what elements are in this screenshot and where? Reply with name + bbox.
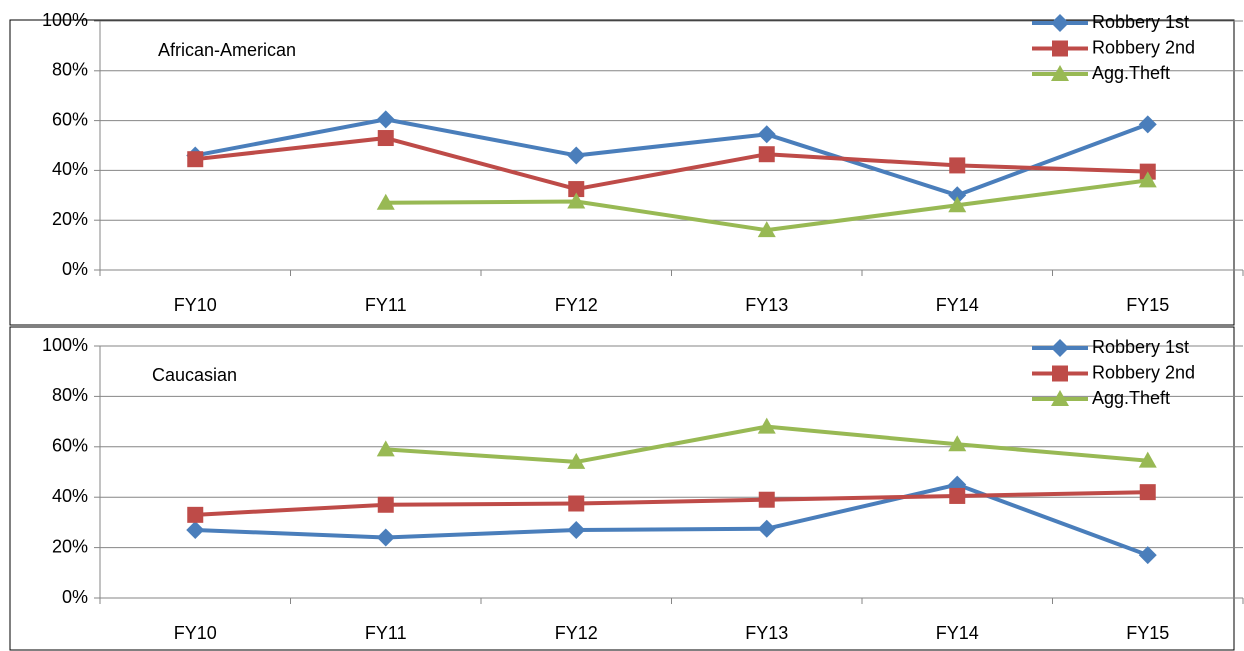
marker bbox=[949, 487, 966, 504]
x-tick-label: FY10 bbox=[174, 295, 217, 315]
legend-label: Robbery 1st bbox=[1092, 337, 1189, 357]
x-tick-label: FY15 bbox=[1126, 623, 1169, 643]
marker bbox=[1052, 365, 1068, 382]
legend-label: Robbery 2nd bbox=[1092, 362, 1195, 382]
marker bbox=[567, 192, 586, 209]
legend-label: Agg.Theft bbox=[1092, 63, 1170, 83]
marker bbox=[567, 146, 586, 165]
marker bbox=[757, 125, 776, 144]
marker bbox=[948, 186, 967, 205]
marker bbox=[567, 520, 586, 539]
marker bbox=[568, 181, 585, 198]
legend-label: Agg.Theft bbox=[1092, 388, 1170, 408]
legend-label: Robbery 1st bbox=[1092, 12, 1189, 32]
y-tick-label: 60% bbox=[52, 109, 88, 129]
marker bbox=[186, 520, 205, 539]
marker bbox=[1138, 451, 1157, 468]
marker bbox=[757, 417, 776, 434]
marker bbox=[568, 495, 585, 512]
marker bbox=[948, 435, 967, 452]
x-tick-label: FY10 bbox=[174, 623, 217, 643]
marker bbox=[1051, 14, 1069, 32]
annotation: Caucasian bbox=[152, 365, 237, 385]
x-tick-label: FY12 bbox=[555, 623, 598, 643]
y-tick-label: 80% bbox=[52, 60, 88, 80]
series-line bbox=[195, 490, 1148, 517]
x-tick-label: FY14 bbox=[936, 623, 979, 643]
marker bbox=[757, 519, 776, 538]
marker bbox=[1138, 115, 1157, 134]
x-tick-label: FY12 bbox=[555, 295, 598, 315]
marker bbox=[567, 452, 586, 469]
x-tick-label: FY11 bbox=[365, 623, 407, 643]
marker bbox=[1051, 339, 1069, 357]
marker bbox=[757, 221, 776, 238]
marker bbox=[377, 130, 394, 147]
marker bbox=[376, 193, 395, 210]
marker bbox=[376, 110, 395, 129]
y-tick-label: 100% bbox=[42, 10, 88, 30]
marker bbox=[948, 196, 967, 213]
marker bbox=[1138, 171, 1157, 188]
marker bbox=[1052, 40, 1068, 57]
x-tick-label: FY15 bbox=[1126, 295, 1169, 315]
x-tick-label: FY11 bbox=[365, 295, 407, 315]
y-tick-label: 20% bbox=[52, 209, 88, 229]
y-tick-label: 100% bbox=[42, 335, 88, 355]
annotation: African-American bbox=[158, 40, 296, 60]
y-tick-label: 80% bbox=[52, 385, 88, 405]
y-tick-label: 40% bbox=[52, 486, 88, 506]
marker bbox=[949, 157, 966, 174]
x-tick-label: FY13 bbox=[745, 295, 788, 315]
marker bbox=[377, 496, 394, 513]
marker bbox=[187, 506, 204, 523]
legend-label: Robbery 2nd bbox=[1092, 37, 1195, 57]
marker bbox=[758, 491, 775, 508]
x-tick-label: FY14 bbox=[936, 295, 979, 315]
marker bbox=[1051, 65, 1069, 81]
marker bbox=[1051, 390, 1069, 406]
marker bbox=[187, 151, 204, 168]
marker bbox=[376, 528, 395, 547]
marker bbox=[758, 146, 775, 163]
series-line bbox=[194, 117, 1149, 198]
y-tick-label: 60% bbox=[52, 436, 88, 456]
y-tick-label: 0% bbox=[62, 259, 88, 279]
marker bbox=[1139, 484, 1156, 501]
x-tick-label: FY13 bbox=[745, 623, 788, 643]
chart-border bbox=[9, 326, 1235, 651]
y-tick-label: 0% bbox=[62, 587, 88, 607]
marker bbox=[1138, 546, 1157, 565]
series-line bbox=[195, 136, 1148, 192]
y-tick-label: 40% bbox=[52, 159, 88, 179]
y-tick-label: 20% bbox=[52, 536, 88, 556]
chart-border bbox=[9, 19, 1235, 326]
marker bbox=[376, 440, 395, 457]
